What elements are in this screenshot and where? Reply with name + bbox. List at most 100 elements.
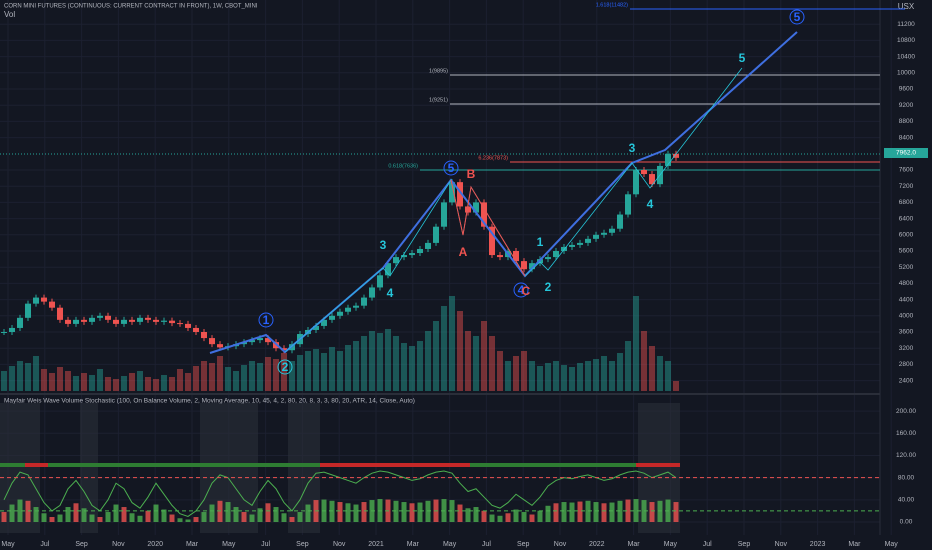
volume-bar [673, 381, 679, 391]
wave-label: 4 [518, 283, 525, 297]
candle [9, 327, 15, 332]
volume-bar [601, 356, 607, 391]
volume-bar [201, 361, 207, 391]
indicator-bar [129, 513, 135, 523]
candle [385, 263, 391, 276]
candle [545, 257, 551, 260]
price-tick-label: 8400 [899, 134, 914, 141]
indicator-bar [193, 517, 199, 523]
price-tick-label: 9200 [899, 102, 914, 109]
candle [81, 319, 87, 322]
time-tick-label: Sep [738, 541, 751, 548]
volume-bar [121, 376, 127, 391]
candle [633, 170, 639, 195]
volume-bar [169, 377, 175, 391]
indicator-bar [553, 503, 559, 523]
volume-bar [241, 365, 247, 391]
time-tick-label: Nov [554, 541, 567, 548]
volume-bar [41, 369, 47, 391]
time-tick-label: Jul [482, 541, 491, 548]
volume-bar [393, 336, 399, 391]
wave-label: 1 [263, 313, 270, 327]
wave-label: 4 [647, 197, 654, 211]
indicator-bar [113, 504, 119, 523]
volume-bar [33, 356, 39, 391]
wave-circle [277, 359, 293, 375]
candle [97, 315, 103, 318]
time-tick-label: Sep [296, 541, 309, 548]
indicator-bar [65, 507, 71, 523]
volume-bar [609, 361, 615, 391]
indicator-bar [201, 512, 207, 523]
candle [265, 338, 271, 343]
price-tick-label: 10800 [897, 37, 915, 44]
volume-bar [9, 366, 15, 391]
volume-bar [625, 341, 631, 391]
volume-bar [345, 345, 351, 391]
indicator-bar [609, 502, 615, 523]
volume-bar [361, 336, 367, 391]
indicator-title: Mayfair Weis Wave Volume Stochastic (100… [4, 398, 415, 405]
indicator-bar [225, 502, 231, 523]
candle [321, 319, 327, 326]
volume-bar [273, 359, 279, 391]
candle [241, 342, 247, 345]
volume-bar [649, 346, 655, 391]
volume-bar [337, 351, 343, 391]
indicator-bar [17, 499, 23, 523]
price-tick-label: 5600 [899, 248, 914, 255]
indicator-bar [649, 502, 655, 523]
candle [489, 226, 495, 256]
indicator-bar [33, 507, 39, 523]
volume-bar [249, 361, 255, 391]
volume-bar [537, 366, 543, 391]
candle [49, 301, 55, 308]
volume-bar [329, 347, 335, 391]
volume-bar [177, 369, 183, 391]
volume-bar [17, 361, 23, 391]
indicator-bar [153, 504, 159, 523]
indicator-bar [9, 504, 15, 523]
indicator-bar [297, 512, 303, 523]
volume-bar [561, 365, 567, 391]
candle [465, 206, 471, 213]
wave-circle [443, 160, 459, 176]
fib-label: 1(9895) [429, 68, 448, 74]
volume-bar [137, 371, 143, 391]
volume-bar [377, 333, 383, 391]
volume-bar [65, 371, 71, 391]
indicator-bar [569, 502, 575, 523]
candle [601, 232, 607, 235]
volume-bar [457, 311, 463, 391]
time-tick-label: 2022 [589, 541, 605, 548]
wave-label: 5 [794, 10, 801, 24]
candle [585, 238, 591, 243]
indicator-bar [345, 503, 351, 523]
fib-label: 1.618(11482) [596, 2, 628, 8]
indicator-bar [481, 510, 487, 523]
volume-bar [633, 296, 639, 391]
price-tick-label: 8800 [899, 118, 914, 125]
price-tick-label: 6000 [899, 232, 914, 239]
unit-label: USX [898, 2, 915, 11]
time-tick-label: Mar [186, 541, 199, 548]
volume-bar [425, 331, 431, 391]
time-tick-label: May [664, 541, 678, 548]
indicator-bar [233, 507, 239, 523]
candle [177, 323, 183, 325]
volume-bar [497, 351, 503, 391]
candle [281, 348, 287, 351]
time-tick-label: May [885, 541, 899, 548]
volume-bar [385, 329, 391, 391]
candle [217, 344, 223, 348]
time-tick-label: 2021 [368, 541, 384, 548]
time-tick-label: Sep [517, 541, 530, 548]
price-tick-label: 4800 [899, 280, 914, 287]
price-tick-label: 3200 [899, 345, 914, 352]
time-tick-label: May [1, 541, 15, 548]
fib-label: 0.618(7636) [388, 163, 418, 169]
indicator-bar [601, 503, 607, 523]
chart-title: CORN MINI FUTURES (CONTINUOUS: CURRENT C… [4, 4, 258, 10]
volume-bar [73, 376, 79, 391]
volume-bar [553, 361, 559, 391]
